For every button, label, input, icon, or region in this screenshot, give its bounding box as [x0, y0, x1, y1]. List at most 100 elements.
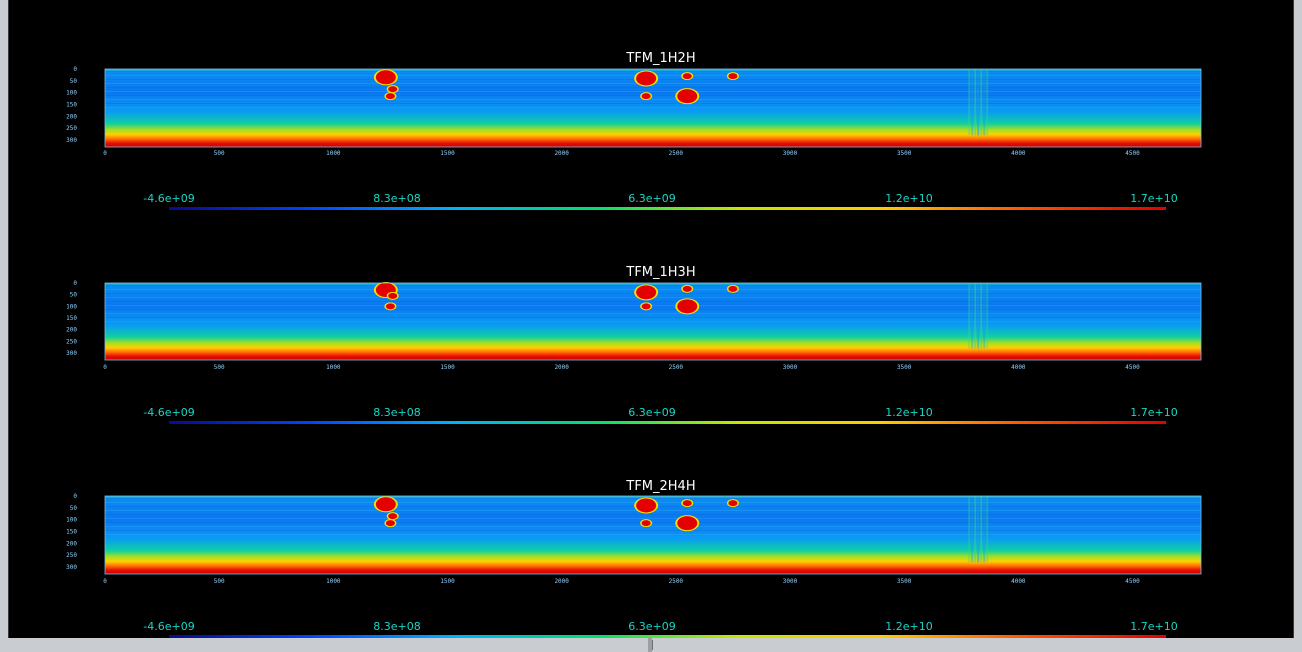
hot-spot-core [375, 497, 396, 512]
x-tick-label: 500 [214, 150, 225, 157]
y-tick-label: 300 [66, 564, 77, 571]
x-tick-label: 4500 [1125, 150, 1140, 157]
hot-spot-core [388, 513, 398, 520]
tfm-viewer-canvas: TFM_1H2H 0 50 100 150 200 250 300 0 500 1000 1500 20… [8, 0, 1294, 638]
colorbar-tick-label: 6.3e+09 [628, 192, 675, 205]
hot-spot-core [385, 520, 395, 527]
vertical-artifact [968, 496, 989, 563]
plot-title: TFM_2H4H [625, 479, 695, 494]
y-tick-label: 100 [66, 303, 77, 310]
x-tick-label: 1000 [326, 364, 341, 371]
colorbar-tick-label: 1.2e+10 [885, 620, 932, 633]
hot-spot-core [728, 285, 738, 292]
x-tick-label: 4000 [1011, 364, 1026, 371]
x-tick-label: 3500 [897, 578, 912, 585]
hot-spot-core [636, 71, 657, 86]
colorbar-tick-label: -4.6e+09 [143, 620, 194, 633]
splitter-grip-icon [652, 640, 653, 650]
plot-title: TFM_1H2H [625, 51, 695, 66]
x-tick-label: 2500 [669, 578, 684, 585]
x-tick-label: 1000 [326, 150, 341, 157]
hot-spot-core [385, 303, 395, 310]
hot-spot-core [728, 500, 738, 507]
colorbar-tick-label: 1.7e+10 [1130, 192, 1177, 205]
colorbar-tick-label: 8.3e+08 [373, 620, 420, 633]
y-tick-label: 250 [66, 552, 77, 559]
x-tick-label: 3500 [897, 364, 912, 371]
hot-spot-core [682, 500, 692, 507]
x-tick-label: 2000 [554, 364, 569, 371]
hot-spot-core [641, 93, 651, 100]
colorbar-tick-label: 1.7e+10 [1130, 406, 1177, 419]
x-tick-label: 4000 [1011, 150, 1026, 157]
x-tick-label: 3000 [783, 578, 798, 585]
y-tick-label: 300 [66, 137, 77, 144]
hot-spot-core [682, 285, 692, 292]
plot-title: TFM_1H3H [625, 265, 695, 280]
x-tick-label: 4000 [1011, 578, 1026, 585]
plot-frame [104, 68, 1202, 148]
x-tick-label: 3500 [897, 150, 912, 157]
y-tick-label: 150 [66, 315, 77, 322]
vertical-artifact [968, 283, 989, 349]
y-tick-label: 0 [73, 280, 77, 287]
x-tick-label: 3000 [783, 364, 798, 371]
x-tick-label: 2000 [554, 578, 569, 585]
hot-spot-core [385, 93, 395, 100]
y-tick-label: 150 [66, 528, 77, 535]
x-tick-label: 1500 [440, 364, 455, 371]
x-tick-label: 500 [214, 364, 225, 371]
colorbar-tick-label: -4.6e+09 [143, 192, 194, 205]
colorbar-tick-label: 1.7e+10 [1130, 620, 1177, 633]
x-tick-label: 2500 [669, 150, 684, 157]
colorbar-tick-label: 1.2e+10 [885, 192, 932, 205]
y-tick-label: 200 [66, 540, 77, 547]
x-tick-label: 1500 [440, 150, 455, 157]
y-tick-label: 300 [66, 350, 77, 357]
hot-spot-core [641, 520, 651, 527]
hot-spot-core [677, 299, 698, 314]
y-tick-label: 50 [70, 505, 78, 512]
x-tick-label: 3000 [783, 150, 798, 157]
y-tick-label: 100 [66, 517, 77, 524]
hot-spot-core [636, 498, 657, 513]
hot-spot-core [677, 89, 698, 104]
y-tick-label: 0 [73, 66, 77, 73]
y-tick-label: 200 [66, 113, 77, 120]
colorbar [169, 421, 1166, 424]
plot-frame [104, 495, 1202, 575]
colorbar [169, 635, 1166, 638]
y-tick-label: 200 [66, 327, 77, 334]
hot-spot-core [641, 303, 651, 310]
x-tick-label: 4500 [1125, 578, 1140, 585]
bottom-splitter-bar [0, 638, 1302, 652]
colorbar-tick-label: 1.2e+10 [885, 406, 932, 419]
x-tick-label: 2000 [554, 150, 569, 157]
x-tick-label: 1500 [440, 578, 455, 585]
x-tick-label: 0 [103, 578, 107, 585]
colorbar-tick-label: 8.3e+08 [373, 192, 420, 205]
hot-spot-core [388, 292, 398, 299]
y-tick-label: 50 [70, 78, 78, 85]
hot-spot-core [375, 70, 396, 85]
y-tick-label: 150 [66, 101, 77, 108]
hot-spot-core [728, 73, 738, 80]
colorbar-tick-label: -4.6e+09 [143, 406, 194, 419]
x-tick-label: 0 [103, 364, 107, 371]
colorbar-tick-label: 6.3e+09 [628, 406, 675, 419]
y-tick-label: 50 [70, 292, 78, 299]
x-tick-label: 2500 [669, 364, 684, 371]
x-tick-label: 4500 [1125, 364, 1140, 371]
x-tick-label: 500 [214, 578, 225, 585]
splitter-handle[interactable] [648, 638, 652, 652]
hot-spot-core [388, 86, 398, 93]
y-tick-label: 100 [66, 90, 77, 97]
vertical-artifact [968, 69, 989, 136]
hot-spot-core [682, 73, 692, 80]
colorbar [169, 207, 1166, 210]
hot-spot-core [636, 285, 657, 300]
